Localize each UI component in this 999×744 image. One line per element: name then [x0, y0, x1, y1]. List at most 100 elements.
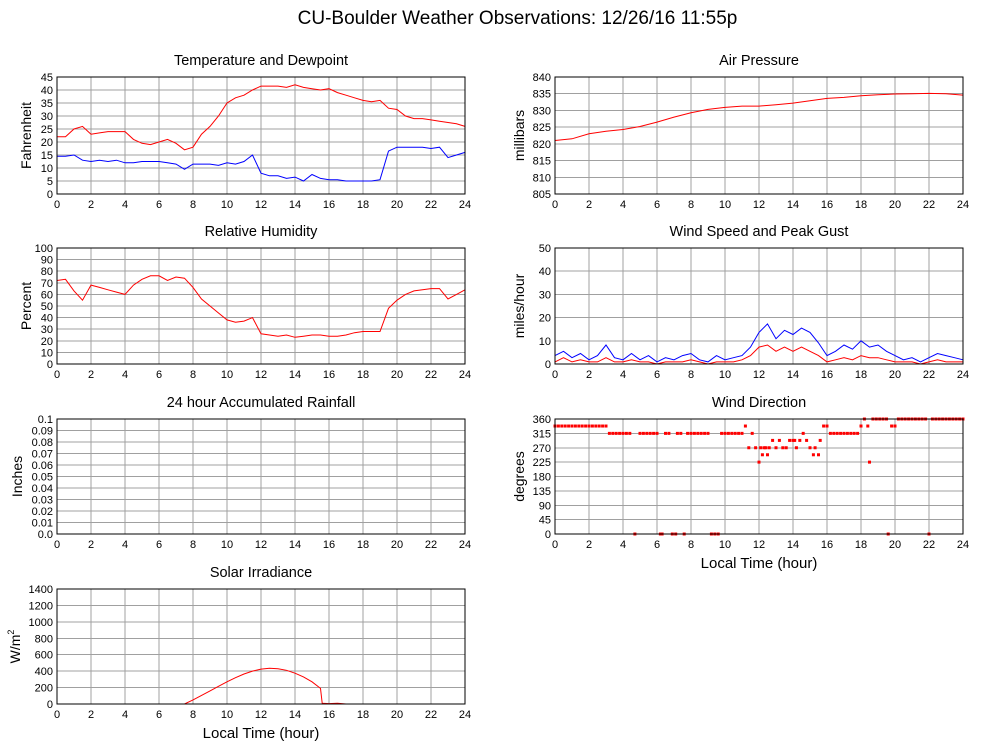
- y-tick-label: 800: [35, 633, 53, 645]
- x-tick-label: 24: [459, 369, 471, 381]
- data-point: [835, 431, 839, 435]
- data-point: [699, 431, 703, 435]
- y-tick-label: 815: [533, 156, 551, 168]
- y-tick-label: 840: [533, 72, 551, 84]
- data-point: [764, 446, 768, 450]
- y-tick-label: 0.01: [32, 518, 53, 530]
- data-point: [737, 431, 741, 435]
- x-tick-label: 24: [459, 199, 471, 211]
- data-point: [621, 431, 625, 435]
- x-tick-label: 6: [654, 539, 660, 551]
- y-tick-label: 270: [533, 443, 551, 455]
- x-tick-label: 4: [620, 539, 626, 551]
- chart-title: Temperature and Dewpoint: [174, 53, 348, 69]
- x-tick-label: 20: [391, 539, 403, 551]
- data-point: [845, 431, 849, 435]
- data-point: [760, 453, 764, 457]
- data-point: [788, 438, 792, 442]
- y-tick-label: 0.04: [32, 483, 53, 495]
- x-tick-label: 10: [719, 199, 731, 211]
- x-tick-label: 22: [425, 709, 437, 721]
- data-point: [762, 446, 766, 450]
- y-tick-label: 40: [41, 313, 53, 325]
- data-point: [825, 424, 829, 428]
- x-tick-label: 8: [190, 709, 196, 721]
- y-tick-label: 10: [539, 336, 551, 348]
- y-tick-label: 0: [47, 189, 53, 201]
- chart-rain: 0 2 4 6 8 10 12 14 16 18 20 22 240.00.010.020.030.04…: [9, 395, 471, 551]
- y-tick-label: 20: [41, 137, 53, 149]
- y-axis-label: Fahrenheit: [18, 102, 34, 169]
- x-tick-label: 20: [889, 199, 901, 211]
- data-point: [577, 424, 581, 428]
- x-tick-label: 6: [156, 369, 162, 381]
- x-tick-label: 12: [255, 539, 267, 551]
- chart-solar: 0 2 4 6 8 10 12 14 16 18 20 22 240200400600800100012…: [6, 565, 471, 742]
- plot-frame: [554, 76, 964, 195]
- x-tick-label: 16: [821, 369, 833, 381]
- y-axis-label: Inches: [9, 456, 25, 497]
- x-tick-label: 14: [289, 369, 301, 381]
- data-point: [890, 424, 894, 428]
- y-tick-label: 70: [41, 278, 53, 290]
- plot-frame: [56, 418, 466, 535]
- data-point: [675, 431, 679, 435]
- data-point: [793, 438, 797, 442]
- y-tick-label: 0.06: [32, 460, 53, 472]
- data-point: [692, 431, 696, 435]
- data-point: [645, 431, 649, 435]
- y-tick-label: 820: [533, 139, 551, 151]
- x-tick-label: 16: [323, 709, 335, 721]
- y-tick-label: 830: [533, 105, 551, 117]
- plot-frame: [56, 76, 466, 195]
- data-point: [893, 424, 897, 428]
- y-tick-label: 0.07: [32, 449, 53, 461]
- y-tick-label: 30: [41, 111, 53, 123]
- y-axis-label: Percent: [18, 282, 34, 330]
- y-tick-label: 20: [539, 313, 551, 325]
- data-point: [648, 431, 652, 435]
- x-tick-label: 14: [787, 199, 799, 211]
- data-point: [822, 424, 826, 428]
- data-point: [801, 431, 805, 435]
- x-tick-label: 0: [54, 709, 60, 721]
- plot-frame: [56, 247, 466, 365]
- plot-frame: [554, 247, 964, 365]
- y-tick-label: 0.1: [38, 414, 53, 426]
- data-point: [556, 424, 560, 428]
- x-tick-label: 22: [923, 539, 935, 551]
- x-tick-label: 16: [323, 539, 335, 551]
- data-point: [655, 431, 659, 435]
- data-point: [740, 431, 744, 435]
- x-tick-label: 20: [391, 369, 403, 381]
- data-point: [805, 438, 809, 442]
- x-tick-label: 12: [255, 369, 267, 381]
- x-tick-label: 24: [459, 709, 471, 721]
- data-point: [628, 431, 632, 435]
- y-axis-label-superscript: 2: [6, 630, 16, 635]
- chart-pressure: 0 2 4 6 8 10 12 14 16 18 20 22 248058108158208258308…: [511, 53, 969, 211]
- data-point: [567, 424, 571, 428]
- data-point: [679, 431, 683, 435]
- x-tick-label: 4: [122, 199, 128, 211]
- x-tick-label: 8: [688, 539, 694, 551]
- data-point: [866, 424, 870, 428]
- chart-title: Air Pressure: [719, 53, 799, 69]
- y-tick-label: 45: [41, 72, 53, 84]
- data-point: [614, 431, 618, 435]
- x-tick-label: 12: [255, 709, 267, 721]
- data-point: [757, 460, 761, 464]
- y-tick-label: 200: [35, 683, 53, 695]
- chart-title: Solar Irradiance: [210, 565, 312, 581]
- x-axis-label: Local Time (hour): [701, 555, 818, 572]
- plot-frame: [56, 588, 466, 705]
- y-tick-label: 30: [41, 324, 53, 336]
- data-point: [832, 431, 836, 435]
- y-tick-label: 225: [533, 457, 551, 469]
- data-point: [730, 431, 734, 435]
- x-tick-label: 2: [586, 199, 592, 211]
- y-tick-label: 1200: [29, 600, 53, 612]
- y-tick-label: 40: [539, 266, 551, 278]
- y-tick-label: 10: [41, 347, 53, 359]
- data-point: [560, 424, 564, 428]
